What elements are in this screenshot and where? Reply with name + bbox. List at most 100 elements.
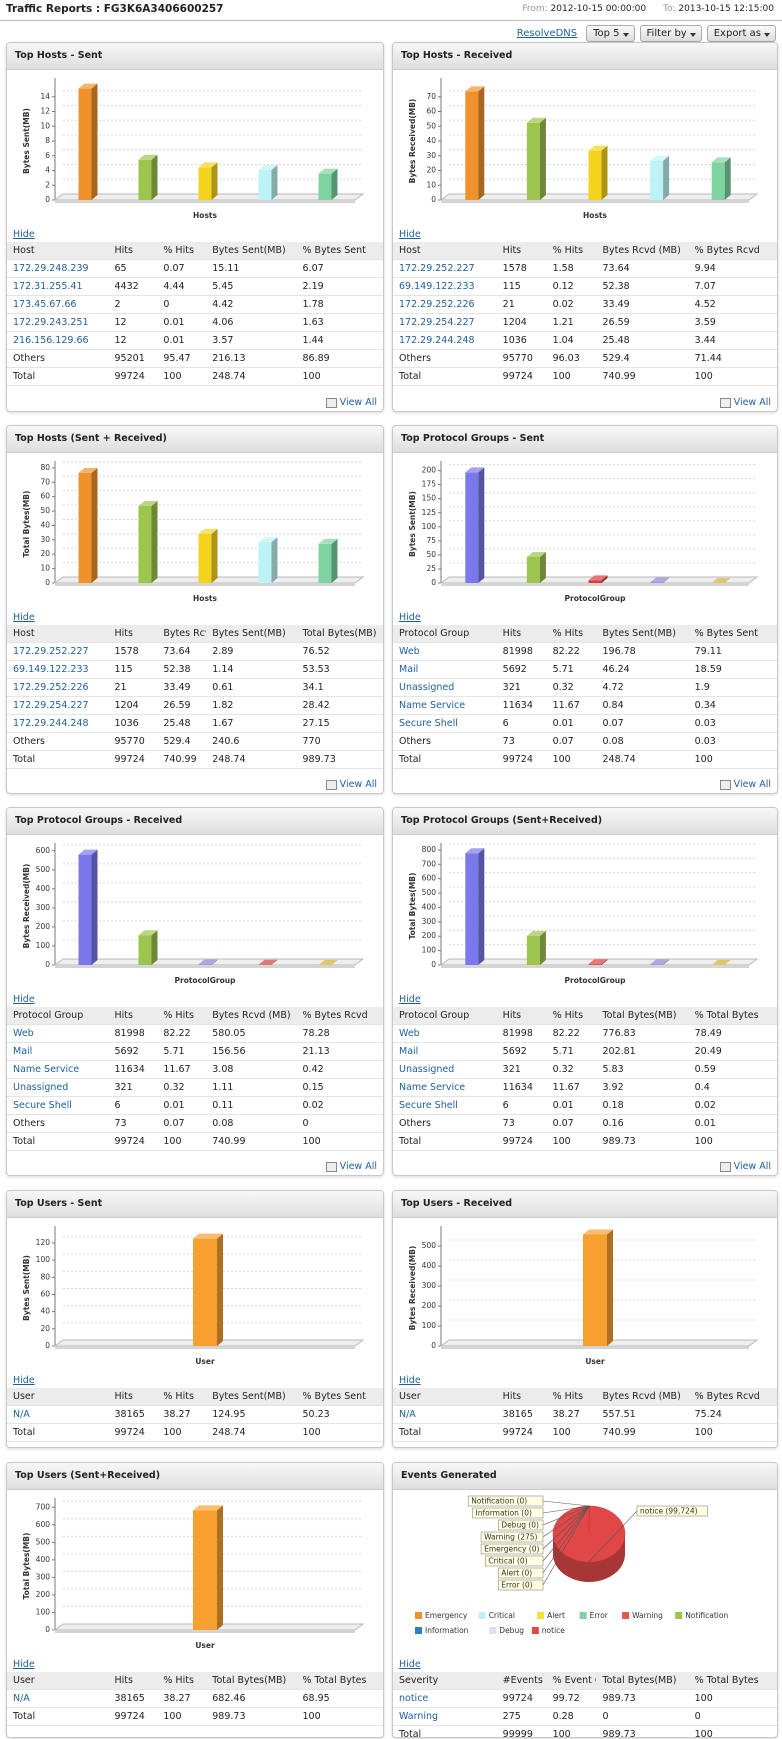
row-link[interactable]: Name Service [7,1060,109,1079]
row-link[interactable]: 172.29.243.251 [7,313,109,332]
top-n-button[interactable]: Top 5 [586,25,635,42]
row-link[interactable]: 172.29.248.239 [7,259,109,278]
table-cell: 100 [157,367,207,386]
row-link[interactable]: 216.156.129.66 [7,331,109,350]
row-link[interactable]: Unassigned [7,1078,109,1097]
row-link[interactable]: 172.29.252.226 [393,295,497,314]
export-button[interactable]: Export as [706,25,776,42]
row-link[interactable]: Mail [393,660,497,679]
row-link[interactable]: 172.29.244.248 [7,714,109,733]
hide-link[interactable]: Hide [13,229,35,240]
floor-edge [55,200,355,203]
row-link[interactable]: Web [393,642,497,661]
y-tick-label: 600 [422,874,437,883]
view-all[interactable]: View All [719,397,771,408]
table-cell: Others [7,349,109,368]
table-cell: 38.27 [157,1689,207,1708]
row-link[interactable]: Secure Shell [393,714,497,733]
hide-link[interactable]: Hide [399,1375,421,1386]
row-link[interactable]: Warning [393,1707,497,1726]
filter-button[interactable]: Filter by [639,25,702,42]
row-link[interactable]: Web [393,1024,497,1043]
hide-link[interactable]: Hide [399,229,421,240]
x-axis-label: Hosts [193,594,217,603]
row-link[interactable]: 69.149.122.233 [7,660,109,679]
x-axis-label: User [195,1357,215,1366]
row-link[interactable]: 172.29.254.227 [393,313,497,332]
bar [318,173,332,200]
row-link[interactable]: Name Service [393,696,497,715]
view-all[interactable]: View All [325,779,377,790]
row-link[interactable]: N/A [393,1405,497,1424]
row-link[interactable]: Web [7,1024,109,1043]
table-cell: 0.18 [596,1096,689,1115]
resolve-dns[interactable]: ResolveDNS [516,28,578,39]
table-cell: 4.52 [688,295,777,314]
row-link[interactable]: 172.29.252.227 [7,642,109,661]
row-link[interactable]: N/A [7,1689,109,1708]
row-link[interactable]: Mail [393,1042,497,1061]
row-link[interactable]: 172.29.252.227 [393,259,497,278]
row-link[interactable]: 69.149.122.233 [393,277,497,296]
table-cell: 12 [108,313,158,332]
table-cell: 53.53 [296,660,383,679]
row-link[interactable]: Secure Shell [393,1096,497,1115]
row-link[interactable]: 173.45.67.66 [7,295,109,314]
row-link[interactable]: Name Service [393,1078,497,1097]
table-cell: Others [7,1114,109,1133]
total-row: Total 99999 100 989.73 100 [393,1725,777,1737]
view-all[interactable]: View All [325,397,377,408]
legend-swatch [415,1612,422,1619]
column-header: Hits [108,625,158,643]
row-link[interactable]: Unassigned [393,1060,497,1079]
row-link[interactable]: notice [393,1689,497,1708]
hide-link[interactable]: Hide [13,612,35,623]
hide-link[interactable]: Hide [13,994,35,1005]
hide-link[interactable]: Hide [399,994,421,1005]
row-link[interactable]: 172.29.254.227 [7,696,109,715]
hide-link[interactable]: Hide [13,1375,35,1386]
column-header: Total Bytes(MB) [596,1672,689,1690]
row-link[interactable]: Unassigned [393,678,497,697]
bar-top [318,538,338,544]
bar-side [724,959,731,965]
y-axis-label: Total Bytes(MB) [22,491,31,558]
view-all[interactable]: View All [325,1161,377,1172]
table-cell: 989.73 [596,1132,689,1151]
y-tick-label: 200 [36,1590,51,1599]
bar [78,88,92,200]
view-all[interactable]: View All [719,779,771,790]
callout-label: Debug (0) [501,1521,539,1530]
floor-edge [441,200,749,203]
table-cell: 100 [157,1132,207,1151]
table-cell: 0.32 [546,678,597,697]
floor-edge [55,583,355,586]
row-link[interactable]: 172.31.255.41 [7,277,109,296]
row-link[interactable]: 172.29.252.226 [7,678,109,697]
chart: 0 25 50 75 100 125 150 175 200 Bytes Sent(MB) Prot… [408,461,759,603]
hide-link[interactable]: Hide [399,612,421,623]
view-all[interactable]: View All [719,1161,771,1172]
table-cell: 26.59 [157,696,207,715]
x-axis-label: ProtocolGroup [175,976,237,985]
x-axis-label: ProtocolGroup [565,594,627,603]
table-cell: 0 [157,295,207,314]
hide-link[interactable]: Hide [13,1659,35,1670]
table-cell: 11634 [496,696,547,715]
table-cell: 34.1 [296,678,383,697]
bar-side [151,154,158,200]
row-link[interactable]: Secure Shell [7,1096,109,1115]
hide-link[interactable]: Hide [399,1659,421,1670]
table-cell: 79.11 [688,642,777,661]
y-tick-label: 0 [431,960,436,969]
row-link[interactable]: Mail [7,1042,109,1061]
row-link[interactable]: N/A [7,1405,109,1424]
row-link[interactable]: 172.29.244.248 [393,331,497,350]
table-row: Unassigned 321 0.32 1.11 0.15 [7,1078,383,1097]
legend-swatch [537,1612,545,1619]
y-tick-label: 25 [426,564,436,573]
floor-edge [55,965,355,968]
bar-side [724,577,731,583]
column-header: Host [7,625,109,643]
table-cell: 1.9 [688,678,777,697]
